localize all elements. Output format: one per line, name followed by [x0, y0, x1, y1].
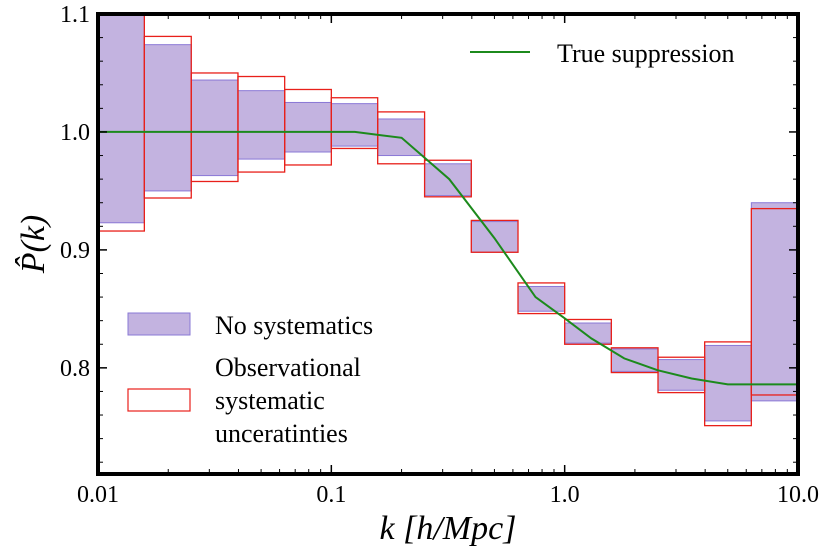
- bar-observational: [750, 207, 798, 396]
- plot-frame: [96, 12, 800, 476]
- axes-layer: 0.01 0.1 1.0 10.0 0.8 0.9 1.0 1.1: [60, 2, 819, 508]
- bar-no-systematics: [517, 285, 566, 312]
- y-tick-label: 0.9: [60, 238, 90, 264]
- bar-observational: [423, 159, 472, 198]
- bars-layer: [98, 14, 798, 427]
- legend-observational-swatch: [127, 388, 191, 412]
- legend-observational-label-1: Observational: [215, 353, 361, 382]
- bar-no-systematics: [237, 90, 286, 160]
- bar-no-systematics: [657, 359, 706, 391]
- legend-layer: True suppression No systematics Observat…: [127, 39, 734, 448]
- y-axis-title: P̂(k): [14, 215, 52, 275]
- legend-no-systematics-swatch: [127, 312, 191, 336]
- y-tick-label: 1.0: [60, 120, 90, 146]
- bar-no-systematics: [704, 344, 752, 422]
- x-tick-label: 1.0: [550, 482, 580, 508]
- bar-no-systematics: [284, 101, 332, 153]
- legend-no-systematics-label: No systematics: [215, 311, 373, 340]
- x-tick-label: 10.0: [777, 482, 819, 508]
- bar-observational: [470, 219, 519, 253]
- y-tick-label: 0.8: [60, 356, 90, 382]
- bar-observational: [517, 282, 566, 315]
- bar-no-systematics: [330, 103, 379, 147]
- bar-no-systematics: [98, 14, 145, 224]
- bar-no-systematics: [143, 44, 192, 192]
- x-tick-label: 0.01: [77, 482, 119, 508]
- bar-no-systematics: [190, 79, 239, 177]
- bar-no-systematics: [750, 202, 798, 402]
- x-axis-title: k [h/Mpc]: [380, 510, 517, 547]
- bar-observational: [564, 318, 612, 345]
- x-tick-label: 0.1: [316, 482, 346, 508]
- bar-no-systematics: [564, 322, 612, 344]
- bar-no-systematics: [424, 163, 472, 197]
- legend-observational-label-3: unceratinties: [215, 419, 348, 448]
- bar-observational: [377, 111, 426, 165]
- true-suppression-line: [98, 130, 798, 386]
- line-layer: [98, 130, 798, 386]
- legend-true-suppression-label: True suppression: [557, 39, 734, 68]
- legend-observational-label-2: systematic: [215, 386, 325, 415]
- y-tick-label: 1.1: [60, 2, 90, 28]
